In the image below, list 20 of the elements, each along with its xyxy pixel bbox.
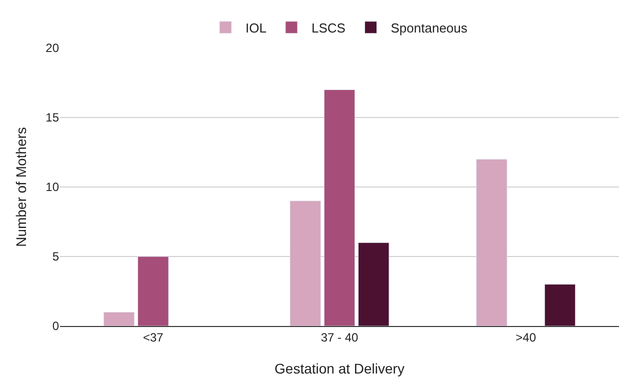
bar — [324, 89, 356, 326]
y-tick-label: 0 — [52, 319, 60, 334]
bar — [290, 200, 321, 326]
x-tick-label: >40 — [516, 330, 536, 344]
bar — [358, 242, 390, 326]
bar — [544, 284, 576, 326]
legend-label: LSCS — [311, 20, 346, 36]
x-axis-title: Gestation at Delivery — [274, 360, 404, 377]
bar — [476, 158, 508, 326]
y-tick-label: 15 — [46, 110, 60, 125]
y-tick-label: 20 — [46, 41, 60, 56]
legend-label: Spontaneous — [390, 20, 468, 36]
bar — [103, 312, 135, 326]
y-tick-label: 5 — [52, 250, 60, 264]
y-tick-label: 10 — [46, 180, 60, 194]
bar — [138, 256, 169, 326]
legend-label: IOL — [246, 20, 266, 36]
y-axis-title: Number of Mothers — [13, 127, 30, 247]
x-tick-label: <37 — [142, 330, 164, 344]
x-tick-label: 37 - 40 — [320, 330, 359, 344]
